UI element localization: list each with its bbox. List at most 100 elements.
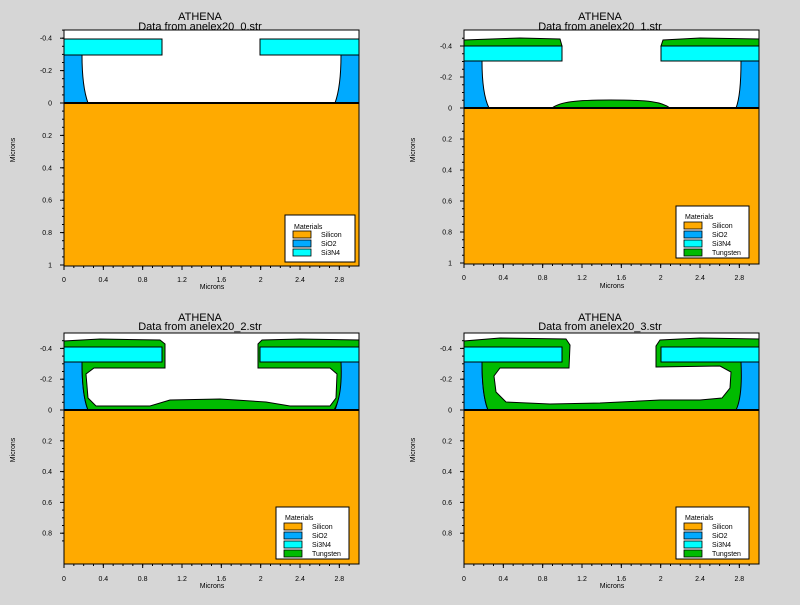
- y-tick-label: -0.4: [40, 36, 52, 43]
- legend-label: Silicon: [712, 524, 733, 531]
- legend: Materials Silicon SiO2 Si3N4 Tungsten: [675, 506, 750, 560]
- plot-title: ATHENA: [178, 312, 222, 324]
- x-tick-label: 2.8: [734, 275, 744, 282]
- plot-title: ATHENA: [578, 11, 622, 23]
- si3n4-mask-left: [63, 38, 163, 56]
- legend-label: Silicon: [712, 223, 733, 230]
- x-tick-label: 0.4: [98, 277, 108, 284]
- y-tick-label: -0.2: [40, 377, 52, 384]
- plot-panel-2: ATHENA Data from anelex20_2.str Material…: [10, 312, 360, 590]
- si3n4-mask-right: [259, 346, 360, 363]
- x-tick-label: 2.4: [695, 576, 705, 583]
- x-axis-label: Microns: [600, 583, 625, 590]
- legend-swatch: [283, 540, 303, 549]
- y-tick-label: 0.4: [42, 469, 52, 476]
- x-tick-label: 0.4: [98, 576, 108, 583]
- legend-label: Tungsten: [312, 551, 341, 558]
- y-axis-label: Microns: [10, 137, 17, 162]
- x-tick-label: 2.8: [334, 576, 344, 583]
- plot-area: [463, 30, 760, 265]
- y-tick-label: 0.2: [442, 137, 452, 144]
- x-tick-label: 1.2: [177, 277, 187, 284]
- plot-subtitle: Data from anelex20_2.str: [138, 321, 262, 333]
- x-tick-label: 2: [259, 576, 263, 583]
- y-tick-label: -0.2: [440, 75, 452, 82]
- y-tick-label: 0: [448, 106, 452, 113]
- x-tick-label: 2: [659, 576, 663, 583]
- y-tick-label: 0.2: [42, 133, 52, 140]
- y-tick-label: 0: [48, 408, 52, 415]
- si3n4-mask-left: [463, 45, 563, 62]
- legend-label: Silicon: [312, 524, 333, 531]
- x-tick-label: 2: [259, 277, 263, 284]
- plot-subtitle: Data from anelex20_3.str: [538, 321, 662, 333]
- x-tick-label: 1.6: [616, 576, 626, 583]
- legend-label: SiO2: [712, 232, 728, 239]
- x-tick-label: 2.4: [695, 275, 705, 282]
- legend-label: Tungsten: [712, 250, 741, 257]
- legend-label: SiO2: [312, 533, 328, 540]
- legend: Materials Silicon SiO2 Si3N4 Tungsten: [275, 506, 350, 560]
- x-tick-label: 1.6: [616, 275, 626, 282]
- x-tick-label: 1.2: [177, 576, 187, 583]
- legend-label: SiO2: [712, 533, 728, 540]
- legend-label: Si3N4: [312, 542, 331, 549]
- x-tick-label: 0.8: [538, 576, 548, 583]
- legend-title: Materials: [285, 515, 314, 522]
- legend-title: Materials: [294, 224, 323, 231]
- y-tick-label: 0: [448, 408, 452, 415]
- plot-title: ATHENA: [178, 11, 222, 23]
- x-axis-label: Microns: [200, 583, 225, 590]
- x-tick-label: 2.8: [734, 576, 744, 583]
- tungsten-cap-left: [463, 37, 563, 47]
- x-tick-label: 0: [462, 576, 466, 583]
- legend-swatch: [283, 549, 303, 558]
- x-tick-label: 0: [62, 576, 66, 583]
- x-tick-label: 1.2: [577, 275, 587, 282]
- x-tick-label: 1.6: [216, 277, 226, 284]
- plot-panel-0: ATHENA Data from anelex20_0.str Material…: [10, 11, 360, 291]
- y-axis-label: Microns: [410, 137, 417, 162]
- si3n4-mask-right: [660, 346, 760, 363]
- legend-label: Silicon: [321, 232, 342, 239]
- y-tick-label: -0.2: [40, 68, 52, 75]
- x-tick-label: 2.4: [295, 277, 305, 284]
- si3n4-mask-right: [259, 38, 360, 56]
- y-tick-label: -0.4: [440, 346, 452, 353]
- y-tick-label: -0.2: [440, 377, 452, 384]
- y-tick-label: -0.4: [40, 346, 52, 353]
- legend-swatch: [683, 522, 703, 531]
- y-tick-label: 1: [448, 261, 452, 268]
- y-tick-label: 0.4: [42, 165, 52, 172]
- x-tick-label: 2: [659, 275, 663, 282]
- legend-swatch: [683, 230, 703, 239]
- x-tick-label: 0: [462, 275, 466, 282]
- x-tick-label: 0: [62, 277, 66, 284]
- y-tick-label: 0.6: [442, 500, 452, 507]
- legend-label: SiO2: [321, 241, 337, 248]
- legend-swatch: [292, 230, 312, 239]
- y-tick-label: -0.4: [440, 44, 452, 51]
- y-axis-label: Microns: [10, 437, 17, 462]
- y-tick-label: 0.8: [42, 230, 52, 237]
- plot-area: [63, 333, 360, 565]
- tungsten-silicon-deposit: [550, 99, 672, 109]
- legend-swatch: [683, 248, 703, 257]
- y-tick-label: 0: [48, 101, 52, 108]
- legend-label: Si3N4: [321, 250, 340, 257]
- y-tick-label: 0.6: [442, 199, 452, 206]
- x-axis-label: Microns: [200, 284, 225, 291]
- legend-swatch: [292, 239, 312, 248]
- x-tick-label: 0.4: [498, 576, 508, 583]
- tungsten-cap-right: [660, 37, 760, 47]
- x-tick-label: 2.4: [295, 576, 305, 583]
- y-tick-label: 0.4: [442, 469, 452, 476]
- x-tick-label: 1.6: [216, 576, 226, 583]
- y-tick-label: 0.8: [42, 531, 52, 538]
- plot-panel-1: ATHENA Data from anelex20_1.str Material…: [410, 11, 760, 290]
- si3n4-mask-left: [463, 346, 563, 363]
- x-tick-label: 0.8: [138, 576, 148, 583]
- x-tick-label: 0.8: [138, 277, 148, 284]
- legend-swatch: [683, 239, 703, 248]
